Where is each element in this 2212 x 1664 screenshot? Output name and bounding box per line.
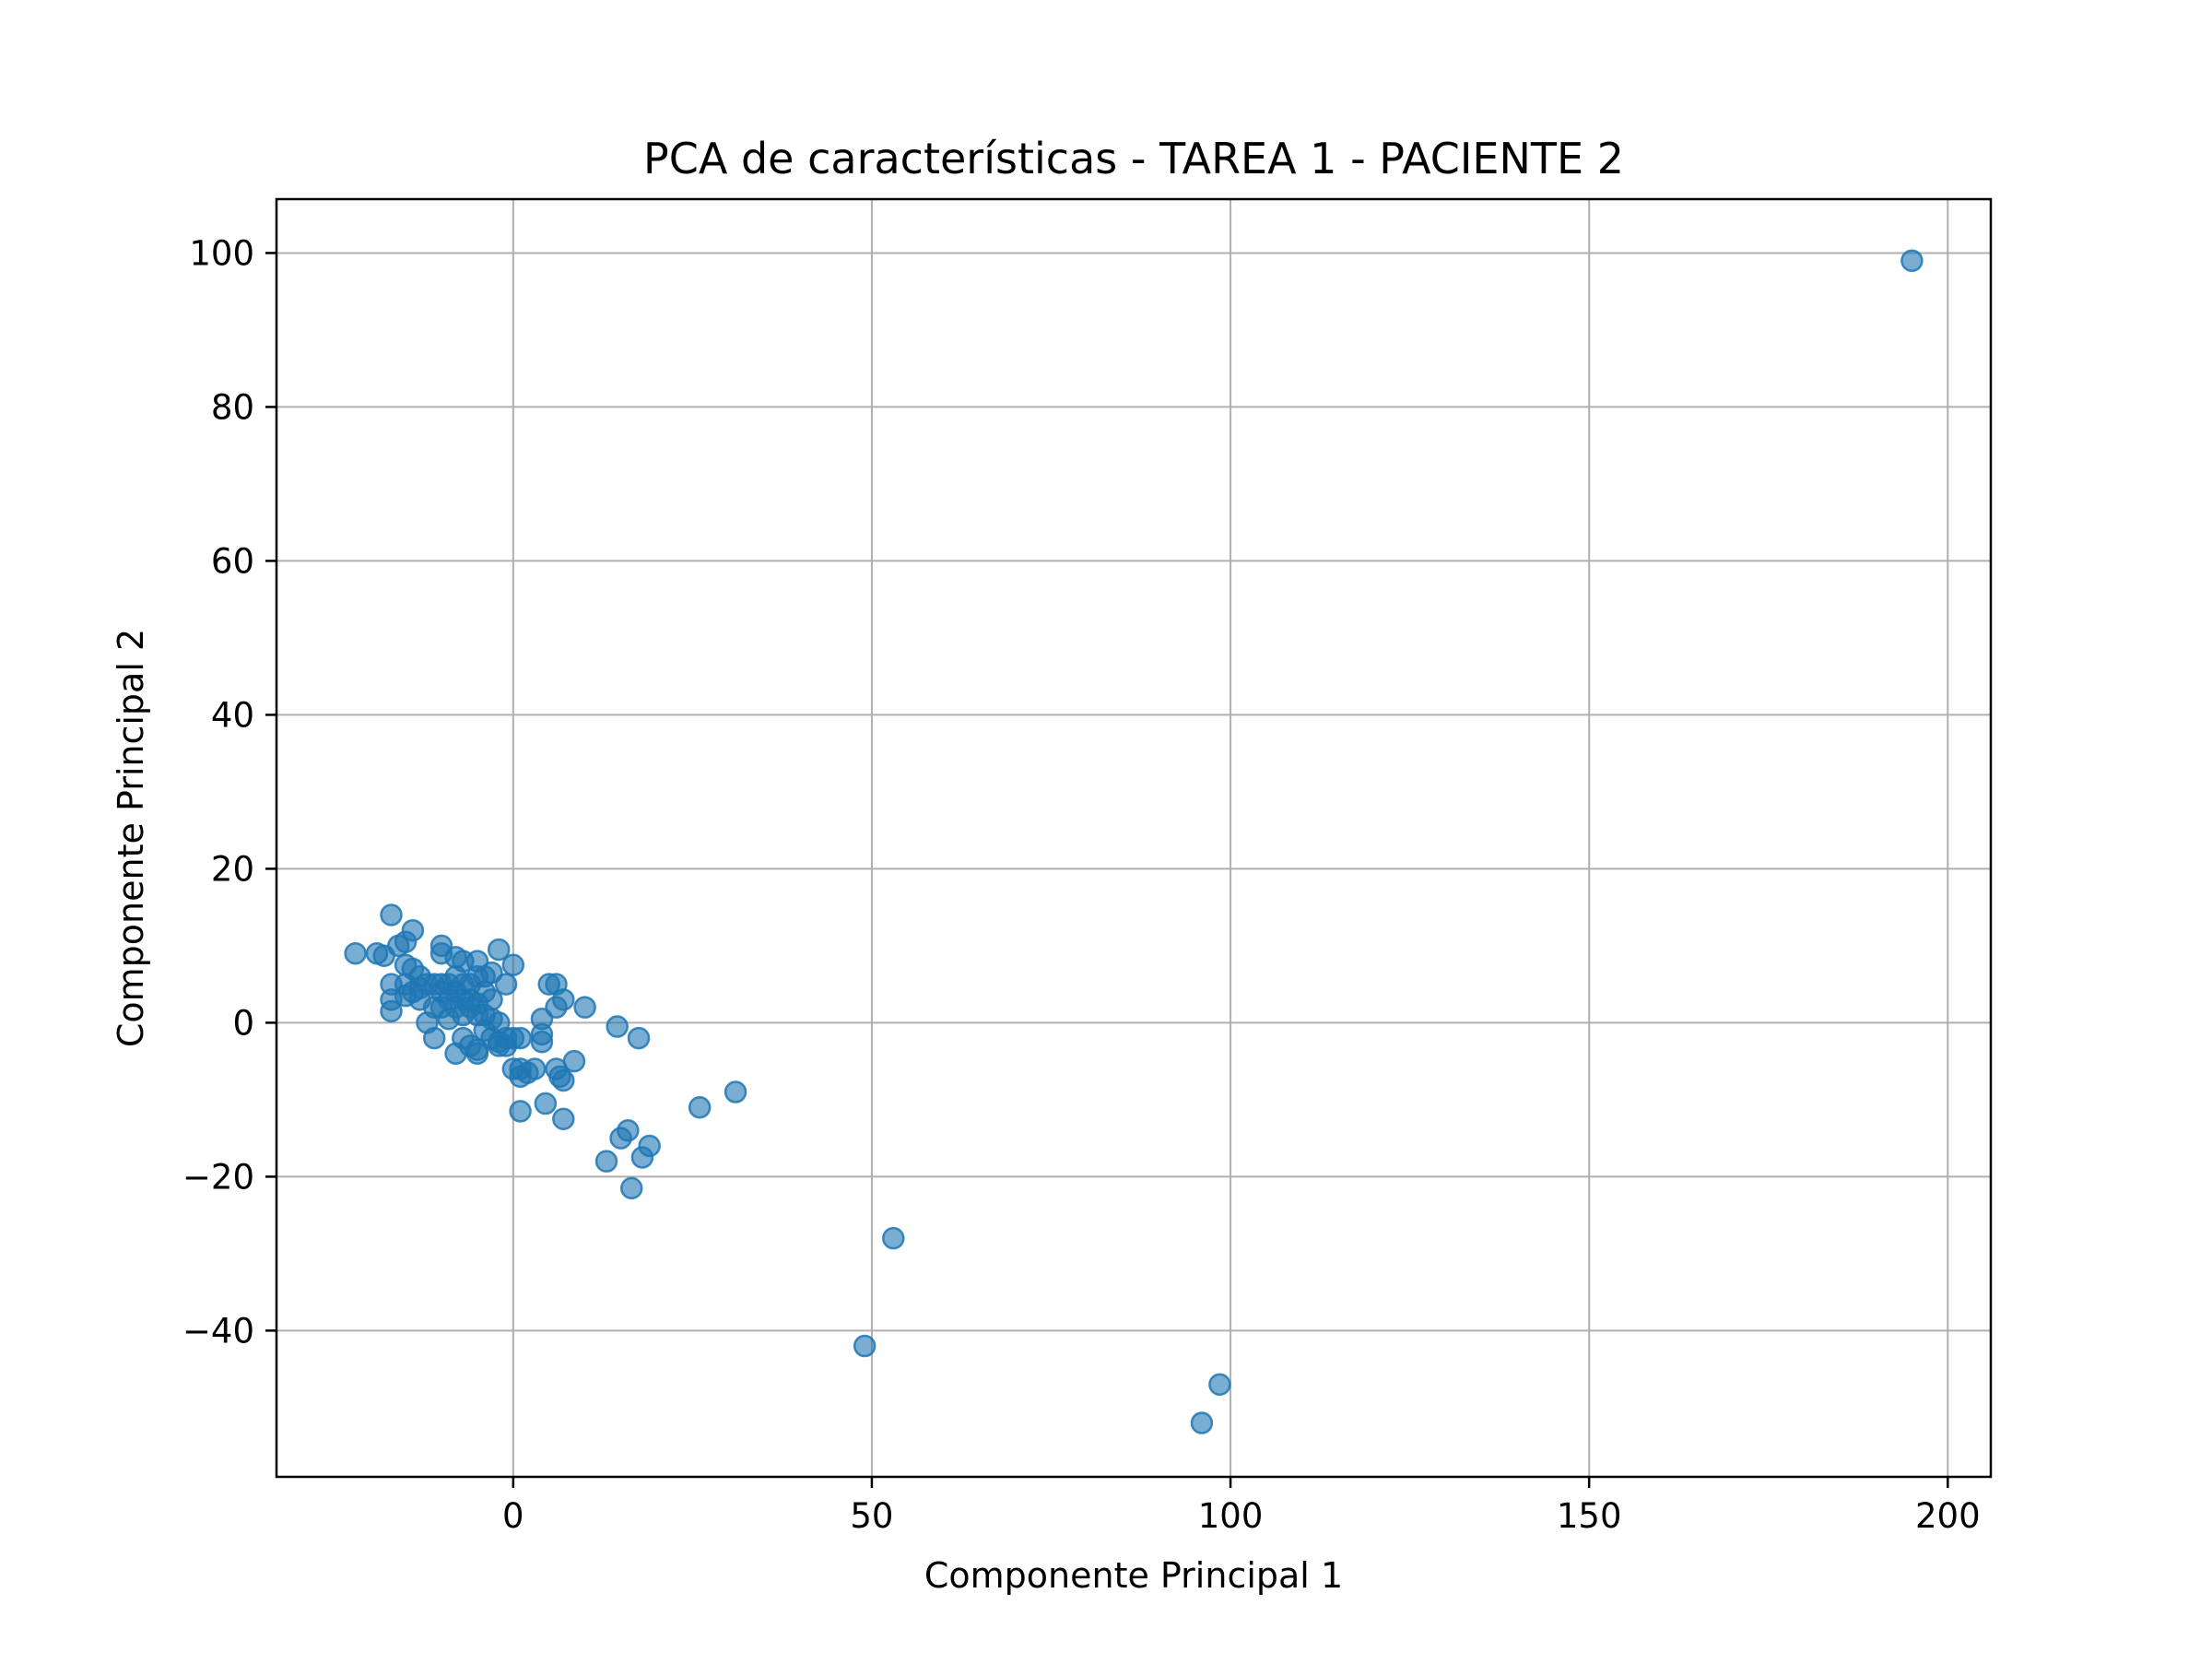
data-point bbox=[494, 973, 518, 996]
data-point bbox=[1900, 249, 1924, 273]
data-point bbox=[724, 1080, 747, 1103]
data-point bbox=[594, 1150, 618, 1173]
data-point bbox=[627, 1026, 651, 1050]
y-tick-label: 20 bbox=[211, 849, 254, 889]
data-point bbox=[552, 1107, 575, 1131]
data-point bbox=[562, 1049, 586, 1073]
y-tick-label: −20 bbox=[182, 1157, 254, 1197]
y-tick-label: −40 bbox=[182, 1311, 254, 1351]
data-point bbox=[853, 1334, 877, 1358]
data-point bbox=[380, 999, 403, 1023]
data-points bbox=[344, 249, 1924, 1434]
grid-lines bbox=[276, 199, 1991, 1477]
data-point bbox=[530, 1031, 554, 1054]
data-point bbox=[401, 918, 425, 942]
y-axis-label: Componente Principal 2 bbox=[111, 629, 151, 1047]
data-point bbox=[573, 996, 596, 1019]
x-tick-label: 0 bbox=[502, 1496, 524, 1536]
x-tick-label: 50 bbox=[850, 1496, 893, 1536]
x-axis-label: Componente Principal 1 bbox=[924, 1555, 1343, 1596]
y-tick-label: 60 bbox=[211, 541, 254, 581]
data-point bbox=[552, 1068, 575, 1092]
x-tick-label: 150 bbox=[1557, 1496, 1622, 1536]
y-tick-label: 40 bbox=[211, 695, 254, 735]
data-point bbox=[534, 1092, 558, 1115]
data-point bbox=[619, 1176, 643, 1200]
data-point bbox=[465, 1042, 489, 1066]
data-point bbox=[380, 903, 403, 926]
data-point bbox=[617, 1119, 640, 1142]
y-tick-label: 100 bbox=[189, 233, 254, 273]
data-point bbox=[344, 941, 367, 965]
x-tick-label: 200 bbox=[1915, 1496, 1981, 1536]
data-point bbox=[422, 1026, 446, 1050]
data-point bbox=[509, 1100, 532, 1123]
data-point bbox=[606, 1015, 629, 1038]
data-point bbox=[882, 1226, 905, 1250]
chart-title: PCA de características - TAREA 1 - PACIE… bbox=[643, 134, 1624, 183]
data-point bbox=[523, 1057, 547, 1080]
data-point bbox=[552, 988, 575, 1011]
data-point bbox=[638, 1134, 661, 1158]
data-point bbox=[488, 938, 511, 962]
data-point bbox=[1208, 1373, 1231, 1397]
y-tick-label: 80 bbox=[211, 387, 254, 427]
data-point bbox=[688, 1095, 712, 1119]
data-point bbox=[1190, 1411, 1214, 1434]
data-point bbox=[501, 953, 525, 977]
axis-ticks: 0 50 100 150 200 −40 −20 0 20 40 60 80 100 bbox=[182, 233, 1981, 1536]
plot-frame bbox=[275, 197, 1993, 1479]
data-point bbox=[509, 1026, 532, 1050]
y-tick-label: 0 bbox=[232, 1003, 254, 1043]
x-tick-label: 100 bbox=[1198, 1496, 1264, 1536]
data-point bbox=[480, 961, 503, 985]
